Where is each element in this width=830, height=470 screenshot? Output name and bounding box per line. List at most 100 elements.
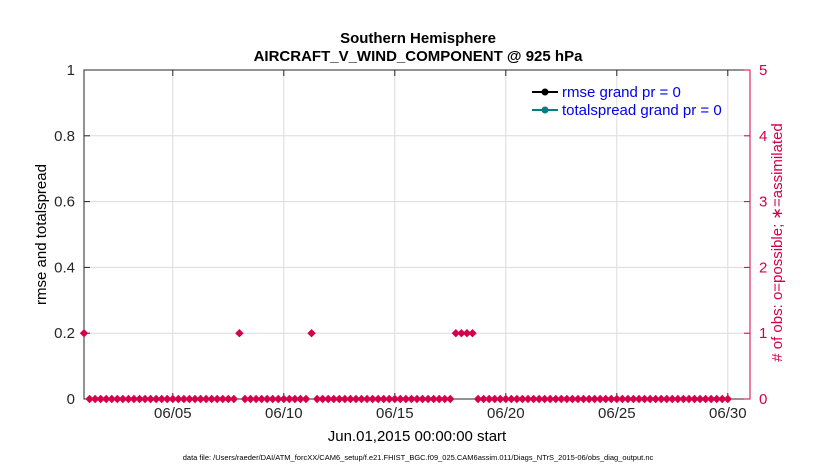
obs-count-marker [523, 394, 533, 404]
obs-count-marker [584, 394, 594, 404]
obs-count-marker [418, 394, 427, 404]
obs-count-marker [229, 394, 239, 404]
obs-count-marker [318, 394, 327, 404]
obs-count-marker [118, 394, 128, 404]
obs-count-marker [573, 394, 583, 404]
obs-count-marker [468, 329, 477, 338]
obs-count-marker [507, 394, 516, 404]
y-tick-label: 0.8 [54, 128, 75, 145]
obs-count-marker [446, 394, 455, 404]
obs-count-marker [124, 394, 133, 404]
obs-count-marker [168, 394, 177, 404]
chart-title: Southern Hemisphere [340, 30, 496, 47]
obs-count-marker [296, 394, 305, 404]
obs-count-marker [207, 394, 216, 404]
obs-count-marker [235, 329, 244, 338]
y2-tick-label: 4 [759, 128, 767, 145]
x-tick-label: 06/05 [154, 405, 192, 422]
obs-count-marker [706, 394, 716, 404]
obs-count-marker [301, 394, 311, 404]
obs-count-marker [329, 394, 338, 404]
obs-count-marker [579, 394, 588, 404]
obs-count-marker [279, 394, 288, 404]
obs-count-marker [290, 394, 300, 404]
axis-ticks: 06/05 06/10 06/15 06/20 06/25 06/30 0 0.2 0.4 0.6… [54, 62, 767, 422]
obs-count-marker [662, 394, 671, 404]
obs-count-marker [251, 394, 261, 404]
obs-count-marker [546, 394, 555, 404]
x-axis-label: Jun.01,2015 00:00:00 start [328, 428, 507, 445]
obs-count-marker [335, 394, 344, 404]
obs-count-marker [607, 394, 616, 404]
obs-count-marker [429, 394, 438, 404]
obs-count-marker [423, 394, 433, 404]
obs-count-marker [268, 394, 277, 404]
obs-count-marker [462, 329, 472, 338]
y2-axis-label: # of obs: o=possible; ∗=assimilated [769, 123, 786, 362]
obs-count-marker [224, 394, 233, 404]
obs-count-marker [129, 394, 139, 404]
obs-count-markers [79, 329, 732, 404]
legend: rmse grand pr = 0 totalspread grand pr =… [532, 84, 722, 119]
obs-count-marker [435, 394, 444, 404]
obs-count-marker [645, 394, 655, 404]
obs-count-marker [218, 394, 227, 404]
obs-count-marker [246, 394, 255, 404]
y-tick-label: 0.6 [54, 194, 75, 211]
legend-item-rmse: rmse grand pr = 0 [532, 84, 681, 101]
obs-count-marker [396, 394, 405, 404]
obs-count-marker [657, 394, 666, 404]
obs-count-marker [612, 394, 621, 404]
obs-count-marker [240, 394, 250, 404]
y-tick-label: 0.2 [54, 325, 75, 342]
obs-count-marker [623, 394, 633, 404]
obs-count-marker [113, 394, 122, 404]
y2-tick-label: 1 [759, 325, 767, 342]
obs-count-marker [96, 394, 105, 404]
obs-count-marker [407, 394, 416, 404]
y-tick-label: 0.4 [54, 259, 75, 276]
obs-count-marker [362, 394, 372, 404]
obs-count-marker [274, 394, 283, 404]
obs-count-marker [324, 394, 333, 404]
obs-count-marker [163, 394, 172, 404]
obs-count-marker [351, 394, 361, 404]
obs-count-marker [512, 394, 522, 404]
obs-count-marker [135, 394, 144, 404]
obs-count-marker [590, 394, 599, 404]
obs-count-marker [79, 329, 89, 338]
legend-item-totalspread: totalspread grand pr = 0 [532, 102, 722, 119]
obs-count-marker [618, 394, 627, 404]
obs-count-marker [190, 394, 200, 404]
obs-count-marker [285, 394, 294, 404]
legend-marker-totalspread [541, 106, 549, 114]
obs-count-marker [568, 394, 577, 404]
obs-count-marker [551, 394, 560, 404]
obs-count-marker [140, 394, 150, 404]
obs-count-marker [562, 394, 572, 404]
y2-tick-label: 5 [759, 62, 767, 79]
obs-count-marker [401, 394, 411, 404]
obs-count-marker [529, 394, 538, 404]
obs-count-marker [712, 394, 721, 404]
obs-count-marker [368, 394, 377, 404]
x-tick-label: 06/15 [376, 405, 414, 422]
obs-count-marker [157, 394, 166, 404]
obs-count-marker [484, 394, 494, 404]
y-tick-label: 1 [67, 62, 75, 79]
x-tick-label: 06/25 [598, 405, 636, 422]
y2-tick-label: 0 [759, 391, 767, 408]
obs-count-marker [174, 394, 183, 404]
obs-count-marker [679, 394, 688, 404]
obs-count-marker [540, 394, 549, 404]
obs-count-marker [595, 394, 605, 404]
obs-count-marker [534, 394, 544, 404]
obs-count-marker [262, 394, 272, 404]
obs-count-marker [385, 394, 394, 404]
obs-count-marker [668, 394, 677, 404]
obs-count-marker [151, 394, 161, 404]
x-tick-label: 06/10 [265, 405, 303, 422]
x-tick-label: 06/30 [709, 405, 747, 422]
obs-count-marker [629, 394, 638, 404]
